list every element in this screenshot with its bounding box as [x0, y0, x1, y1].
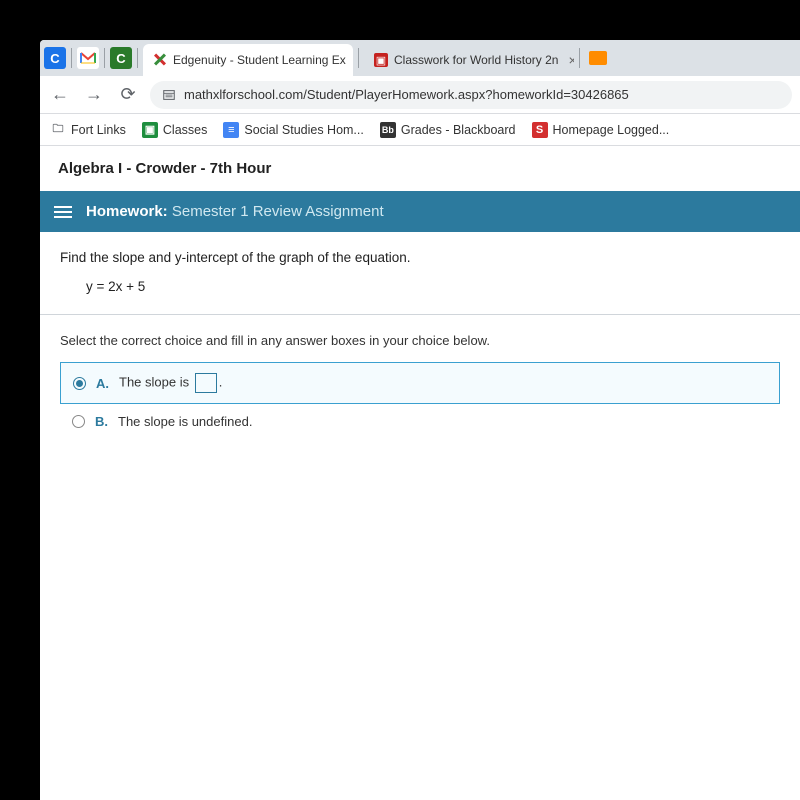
- homework-label: Homework:: [86, 203, 168, 220]
- classroom-icon: ▣: [374, 53, 388, 67]
- question-area: Find the slope and y-intercept of the gr…: [40, 232, 800, 457]
- blackboard-icon: Bb: [380, 122, 396, 138]
- homework-name: Semester 1 Review Assignment: [172, 203, 384, 220]
- bookmark-label: Fort Links: [71, 123, 126, 137]
- radio-b[interactable]: [72, 415, 85, 428]
- question-equation: y = 2x + 5: [86, 279, 780, 294]
- tab-mini-gmail-icon[interactable]: [77, 47, 99, 69]
- answer-input[interactable]: [195, 373, 217, 393]
- radio-a[interactable]: [73, 377, 86, 390]
- site-icon: S: [532, 122, 548, 138]
- tab-mini-icon[interactable]: C: [110, 47, 132, 69]
- choice-text: The slope is undefined.: [118, 414, 252, 429]
- homework-title: Homework: Semester 1 Review Assignment: [86, 203, 384, 220]
- bookmark-label: Classes: [163, 123, 207, 137]
- address-bar: ← → ⟳ mathxlforschool.com/Student/Player…: [40, 76, 800, 114]
- tab-mini-icon[interactable]: C: [44, 47, 66, 69]
- bookmark-classes[interactable]: ▣ Classes: [142, 122, 207, 138]
- classroom-icon: ▣: [142, 122, 158, 138]
- tab-inactive[interactable]: ▣ Classwork for World History 2n ×: [364, 44, 574, 76]
- tab-title: Edgenuity - Student Learning Ex: [173, 53, 346, 67]
- bookmark-homepage[interactable]: S Homepage Logged...: [532, 122, 670, 138]
- page-content: Algebra I - Crowder - 7th Hour Homework:…: [40, 146, 800, 457]
- tab-title: Classwork for World History 2n: [394, 53, 558, 67]
- bookmark-label: Homepage Logged...: [553, 123, 670, 137]
- divider: [40, 314, 800, 315]
- choice-letter: A.: [96, 376, 109, 391]
- choice-letter: B.: [95, 414, 108, 429]
- tab-mini-icon[interactable]: [589, 51, 607, 65]
- bookmark-label: Social Studies Hom...: [244, 123, 364, 137]
- bookmark-social-studies[interactable]: ≡ Social Studies Hom...: [223, 122, 364, 138]
- tab-strip: C C Edgenuity - Student Learning Ex × ▣ …: [40, 40, 800, 76]
- folder-icon: 🗀: [50, 122, 66, 138]
- site-info-icon: [162, 88, 176, 102]
- url-text: mathxlforschool.com/Student/PlayerHomewo…: [184, 87, 629, 102]
- breadcrumb: Algebra I - Crowder - 7th Hour: [40, 146, 800, 191]
- close-icon[interactable]: ×: [568, 52, 574, 68]
- forward-button[interactable]: →: [82, 83, 106, 107]
- url-input[interactable]: mathxlforschool.com/Student/PlayerHomewo…: [150, 81, 792, 109]
- bookmark-grades[interactable]: Bb Grades - Blackboard: [380, 122, 516, 138]
- tab-active[interactable]: Edgenuity - Student Learning Ex ×: [143, 44, 353, 76]
- reload-button[interactable]: ⟳: [116, 83, 140, 107]
- instruction-text: Select the correct choice and fill in an…: [60, 333, 780, 348]
- browser-window: C C Edgenuity - Student Learning Ex × ▣ …: [40, 40, 800, 800]
- menu-icon[interactable]: [54, 206, 72, 218]
- back-button[interactable]: ←: [48, 83, 72, 107]
- question-prompt: Find the slope and y-intercept of the gr…: [60, 250, 780, 265]
- choice-text: The slope is .: [119, 373, 222, 393]
- bookmark-fort-links[interactable]: 🗀 Fort Links: [50, 122, 126, 138]
- edgenuity-icon: [153, 53, 167, 67]
- homework-header: Homework: Semester 1 Review Assignment: [40, 191, 800, 232]
- doc-icon: ≡: [223, 122, 239, 138]
- bookmark-label: Grades - Blackboard: [401, 123, 516, 137]
- choice-b[interactable]: B. The slope is undefined.: [60, 404, 780, 439]
- choice-a[interactable]: A. The slope is .: [60, 362, 780, 404]
- bookmarks-bar: 🗀 Fort Links ▣ Classes ≡ Social Studies …: [40, 114, 800, 146]
